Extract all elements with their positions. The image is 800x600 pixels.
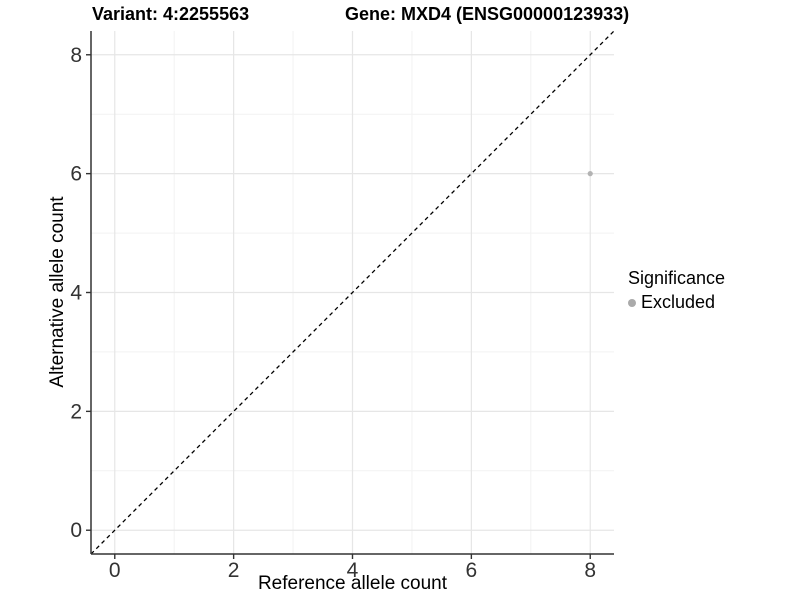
plot-title-variant: Variant: 4:2255563 xyxy=(92,4,250,24)
plot-title-gene: Gene: MXD4 (ENSG00000123933) xyxy=(345,4,630,24)
y-tick-label: 8 xyxy=(70,44,82,67)
x-tick-label: 4 xyxy=(347,559,359,582)
x-tick-label: 2 xyxy=(228,559,240,582)
x-axis-title: Reference allele count xyxy=(257,573,448,594)
legend-item-label: Excluded xyxy=(641,292,716,312)
legend-item: Excluded xyxy=(628,292,725,313)
y-tick-label: 6 xyxy=(70,163,82,186)
y-tick-label: 4 xyxy=(70,282,82,305)
x-tick-label: 6 xyxy=(466,559,478,582)
y-axis-title: Alternative allele count xyxy=(47,196,68,388)
legend-dot-icon xyxy=(628,298,636,307)
identity-line xyxy=(90,30,615,555)
data-point xyxy=(587,171,593,177)
legend: Significance Excluded xyxy=(628,268,725,313)
legend-title: Significance xyxy=(628,268,726,288)
x-tick-label: 8 xyxy=(584,559,596,582)
y-tick-label: 2 xyxy=(70,400,82,423)
x-tick-label: 0 xyxy=(109,559,121,582)
y-tick-label: 0 xyxy=(70,519,82,542)
